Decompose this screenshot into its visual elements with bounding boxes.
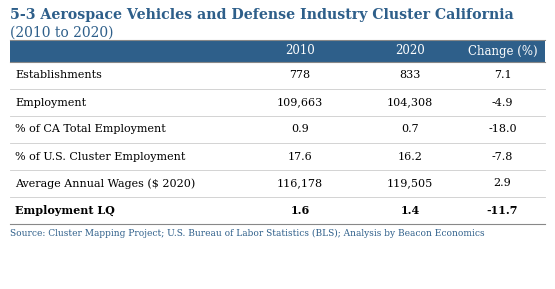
Text: Average Annual Wages ($ 2020): Average Annual Wages ($ 2020) — [15, 178, 195, 189]
Text: (2010 to 2020): (2010 to 2020) — [10, 26, 114, 40]
Text: 16.2: 16.2 — [397, 151, 422, 162]
Text: 109,663: 109,663 — [277, 97, 323, 108]
Text: Change (%): Change (%) — [468, 45, 537, 58]
Bar — [10, 40, 545, 62]
Text: 7.1: 7.1 — [494, 71, 511, 81]
Text: -7.8: -7.8 — [492, 151, 513, 162]
Text: -4.9: -4.9 — [492, 97, 513, 108]
Text: 0.7: 0.7 — [401, 125, 419, 134]
Text: Establishments: Establishments — [15, 71, 102, 81]
Text: 1.6: 1.6 — [290, 205, 310, 216]
Text: 833: 833 — [399, 71, 421, 81]
Text: 104,308: 104,308 — [387, 97, 433, 108]
Text: -11.7: -11.7 — [487, 205, 518, 216]
Text: 1.4: 1.4 — [400, 205, 420, 216]
Text: -18.0: -18.0 — [488, 125, 517, 134]
Text: % of CA Total Employment: % of CA Total Employment — [15, 125, 166, 134]
Text: 119,505: 119,505 — [387, 179, 433, 188]
Text: 2020: 2020 — [395, 45, 425, 58]
Text: 2010: 2010 — [285, 45, 315, 58]
Text: % of U.S. Cluster Employment: % of U.S. Cluster Employment — [15, 151, 185, 162]
Text: 116,178: 116,178 — [277, 179, 323, 188]
Text: 5-3 Aerospace Vehicles and Defense Industry Cluster California: 5-3 Aerospace Vehicles and Defense Indus… — [10, 8, 514, 22]
Text: 17.6: 17.6 — [287, 151, 312, 162]
Text: 2.9: 2.9 — [493, 179, 511, 188]
Text: Employment: Employment — [15, 97, 86, 108]
Text: Employment LQ: Employment LQ — [15, 205, 115, 216]
Text: Source: Cluster Mapping Project; U.S. Bureau of Labor Statistics (BLS); Analysis: Source: Cluster Mapping Project; U.S. Bu… — [10, 229, 485, 238]
Text: 0.9: 0.9 — [291, 125, 309, 134]
Text: 778: 778 — [290, 71, 311, 81]
